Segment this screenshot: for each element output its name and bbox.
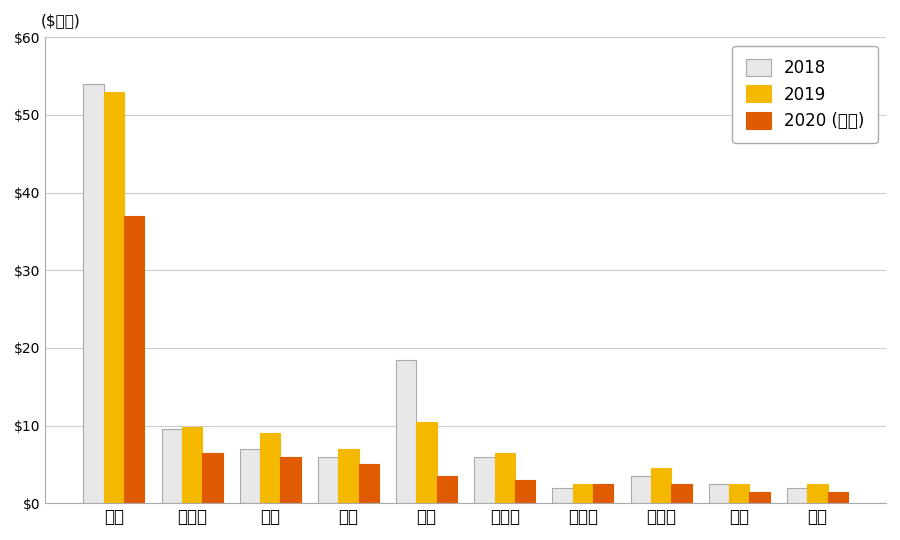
Bar [318,457,338,503]
Bar [162,429,182,503]
Bar [338,449,358,503]
Bar [787,488,807,503]
Bar [124,216,144,503]
Bar [631,476,651,503]
Legend: 2018, 2019, 2020 (預測): 2018, 2019, 2020 (預測) [733,45,878,144]
Bar [396,360,417,503]
Bar [729,484,750,503]
Bar [593,484,614,503]
Bar [417,422,436,503]
Bar [358,464,379,503]
Bar [553,488,572,503]
Bar [202,453,222,503]
Bar [750,491,770,503]
Bar [671,484,691,503]
Bar [807,484,828,503]
Bar [84,84,104,503]
Bar [281,457,301,503]
Bar [515,480,536,503]
Bar [239,449,260,503]
Bar [572,484,593,503]
Bar [436,476,457,503]
Bar [474,457,495,503]
Bar [260,433,281,503]
Bar [104,92,124,503]
Bar [828,491,848,503]
Text: ($十億): ($十億) [41,13,81,28]
Bar [709,484,729,503]
Bar [182,427,202,503]
Bar [651,468,671,503]
Bar [495,453,515,503]
